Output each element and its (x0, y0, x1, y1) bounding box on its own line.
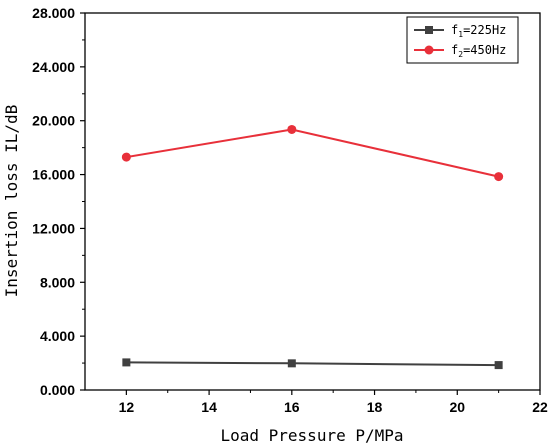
legend: f1=225Hz f2=450Hz (406, 16, 519, 64)
y-axis-title: Insertion loss IL/dB (2, 105, 21, 298)
y-tick-label: 4.000 (40, 328, 75, 344)
data-point-circle (494, 172, 504, 182)
legend-label: f2=450Hz (451, 43, 506, 59)
x-tick-label: 12 (119, 399, 135, 415)
legend-label: f1=225Hz (451, 23, 506, 39)
y-tick-label: 20.000 (32, 113, 75, 129)
x-axis: 12 14 16 18 20 22 (119, 390, 548, 415)
x-axis-title: Load Pressure P/MPa (220, 426, 403, 445)
data-point-square (287, 359, 296, 368)
y-axis: 0.000 4.000 8.000 12.000 16.000 20.000 24.000 2… (32, 5, 85, 398)
x-tick-label: 20 (449, 399, 465, 415)
series-layer (121, 124, 504, 370)
x-tick-label: 18 (367, 399, 383, 415)
data-point-circle (121, 152, 131, 162)
legend-marker-circle (424, 45, 434, 55)
x-tick-label: 16 (284, 399, 300, 415)
y-tick-label: 28.000 (32, 5, 75, 21)
data-point-square (494, 361, 503, 370)
y-tick-label: 0.000 (40, 382, 75, 398)
y-tick-label: 12.000 (32, 220, 75, 236)
y-tick-label: 16.000 (32, 167, 75, 183)
plot-frame (84, 12, 541, 391)
series-line-2 (126, 128, 499, 178)
x-tick-label: 22 (532, 399, 548, 415)
x-tick-label: 14 (201, 399, 217, 415)
legend-marker-square (425, 26, 433, 34)
series-line-1 (126, 361, 499, 367)
data-point-circle (287, 124, 297, 134)
legend-box (406, 16, 519, 64)
y-tick-label: 24.000 (32, 59, 75, 75)
data-point-square (122, 358, 131, 367)
y-tick-label: 8.000 (40, 274, 75, 290)
